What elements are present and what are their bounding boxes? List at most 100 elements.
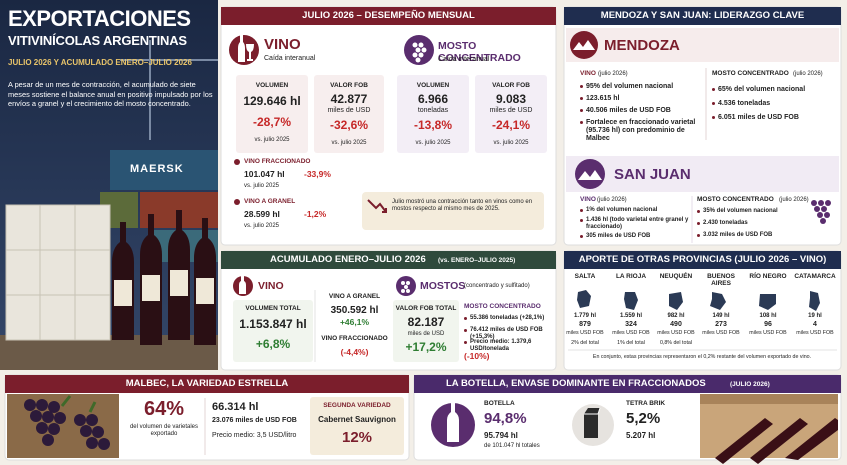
malbec-panel-shape-shape: [92, 426, 104, 438]
packaging-panel-shape: [700, 394, 838, 404]
hero-image-shape: [110, 150, 218, 190]
mosto-items: 35% del volumen nacional: [697, 208, 818, 215]
mosto-items: 4.536 toneladas: [712, 100, 840, 108]
hero-image-shape-shape: [142, 275, 160, 301]
vino-items: 1% del volumen nacional: [580, 207, 696, 214]
provinces-panel-shape-shape: [577, 290, 591, 308]
items-share: 1% del total: [617, 340, 645, 346]
malbec-panel-shape: [5, 375, 409, 393]
leaders-panel-shape-shape: [820, 218, 826, 224]
provinces-panel-shape-shape: [669, 292, 683, 310]
vino-items: 40.506 miles de USD FOB: [580, 107, 706, 115]
granel-change: -1,2%: [304, 209, 327, 219]
items-volume: 149 hl: [712, 313, 730, 319]
packaging-title-suffix: (JULIO 2026): [730, 381, 770, 388]
monthly-panel-shape: [234, 159, 240, 165]
malbec-panel-shape-shape: [24, 399, 36, 411]
monthly-note: Julio mostró una contracción tanto en vi…: [392, 199, 533, 212]
packaging-title: LA BOTELLA, ENVASE DOMINANTE EN FRACCION…: [446, 378, 706, 389]
items-fob: 4: [813, 321, 817, 328]
hero-image: [0, 0, 218, 370]
monthly-panel-shape-shape: [418, 52, 424, 58]
monthly-panel-shape: [221, 7, 556, 25]
leaders-panel-shape-shape: [811, 200, 817, 206]
concentrado-items: 76.412 miles de USD FOB (+15,3%): [464, 327, 562, 341]
items-share: 2% del total: [571, 340, 599, 346]
vino-items: 95% del volumen nacional: [580, 83, 706, 91]
monthly-panel-shape: [362, 192, 544, 230]
volumen-change: -13,8%: [413, 118, 453, 132]
vino-items: 305 miles de USD FOB: [580, 233, 696, 240]
malbec-panel-shape-shape: [42, 411, 54, 423]
vino-sub: Caída interanual: [264, 55, 316, 62]
volumen-label: VOLUMEN: [416, 82, 450, 89]
malbec-price: Precio medio: 3,5 USD/litro: [212, 432, 297, 439]
hero-image-shape: [6, 205, 110, 340]
malbec-share: 64%: [143, 398, 185, 420]
items-volume: 19 hl: [808, 313, 822, 319]
granel-value: 350.592 hl: [330, 305, 379, 316]
items-name: CATAMARCA: [794, 273, 836, 280]
items-fob-unit: miles USD FOB: [749, 330, 787, 336]
items-fob-unit: miles USD FOB: [566, 330, 604, 336]
fob-label: VALOR FOB TOTAL: [395, 305, 457, 312]
vino-label: VINO: [580, 70, 596, 77]
volumen-value: 129.646 hl: [243, 94, 301, 108]
volumen-value: 6.966: [417, 92, 449, 106]
malbec-panel-shape-shape: [36, 422, 48, 434]
tetra-volume: 5.207 hl: [626, 431, 656, 440]
items-share: 0,8% del total: [659, 340, 693, 346]
monthly-panel-shape-shape: [412, 42, 418, 48]
leaders-panel-shape: [564, 7, 841, 25]
items-fob-unit: miles USD FOB: [657, 330, 695, 336]
packaging-panel-shape-shape: [750, 418, 808, 464]
packaging-panel-shape: [414, 375, 841, 393]
provinces-panel-shape-shape: [710, 292, 726, 310]
fob-label: VALOR FOB: [492, 82, 530, 89]
vino-name: VINO: [258, 280, 284, 292]
leaders-title: MENDOZA Y SAN JUAN: LIDERAZGO CLAVE: [600, 10, 805, 21]
leaders-panel-shape-shape: [818, 200, 824, 206]
mosto-items: 65% del volumen nacional: [712, 86, 840, 94]
leaders-panel-shape: [570, 31, 598, 59]
volumen-ref: vs. julio 2025: [415, 140, 451, 146]
mendoza-name: MENDOZA: [604, 37, 680, 54]
granel-ref: vs. julio 2025: [244, 223, 280, 229]
provinces-panel-shape-shape: [759, 294, 776, 310]
items-fob: 273: [715, 321, 727, 328]
malbec-panel-shape-shape: [86, 414, 98, 426]
mosto-items: 2.430 toneladas: [697, 220, 818, 227]
items-name: LA RIOJA: [615, 273, 647, 280]
mosto-period: (julio 2026): [779, 197, 809, 203]
granel-change: +46,1%: [339, 317, 370, 327]
fob-change: +17,2%: [405, 340, 447, 354]
hero-subtitle: JULIO 2026 Y ACUMULADO ENERO–JULIO 2026: [8, 58, 192, 67]
malbec-title: MALBEC, LA VARIEDAD ESTRELLA: [125, 378, 289, 389]
monthly-panel-shape-shape: [418, 42, 424, 48]
items-fob: 879: [579, 321, 591, 328]
hero-image-shape: [112, 210, 216, 345]
items-fob-unit: miles USD FOB: [612, 330, 650, 336]
san-juan-name: SAN JUAN: [614, 166, 691, 183]
packaging-panel-shape-shape: [785, 418, 838, 460]
leaders-panel-shape-shape: [817, 212, 823, 218]
volumen-change: -28,7%: [252, 115, 292, 129]
second-label: SEGUNDA VARIEDAD: [323, 402, 391, 409]
granel-value: 28.599 hl: [244, 209, 280, 219]
monthly-panel-shape: [236, 75, 308, 153]
cumulative-panel-shape-shape: [406, 281, 410, 285]
malbec-panel-shape: [310, 397, 404, 455]
cumulative-panel-shape: [401, 281, 410, 293]
items-fob: 96: [764, 321, 772, 328]
fob-label: VALOR FOB: [330, 82, 368, 89]
provinces-panel-shape-shape: [809, 291, 820, 311]
items-fob: 324: [625, 321, 637, 328]
packaging-panel-shape: [584, 408, 600, 438]
malbec-panel: [4, 374, 410, 461]
botella-volume: 95.794 hl: [484, 431, 518, 440]
malbec-panel-shape: [60, 395, 97, 413]
monthly-panel-shape: [314, 75, 384, 153]
items-name: SALTA: [574, 273, 596, 280]
items-volume: 1.559 hl: [619, 313, 642, 319]
